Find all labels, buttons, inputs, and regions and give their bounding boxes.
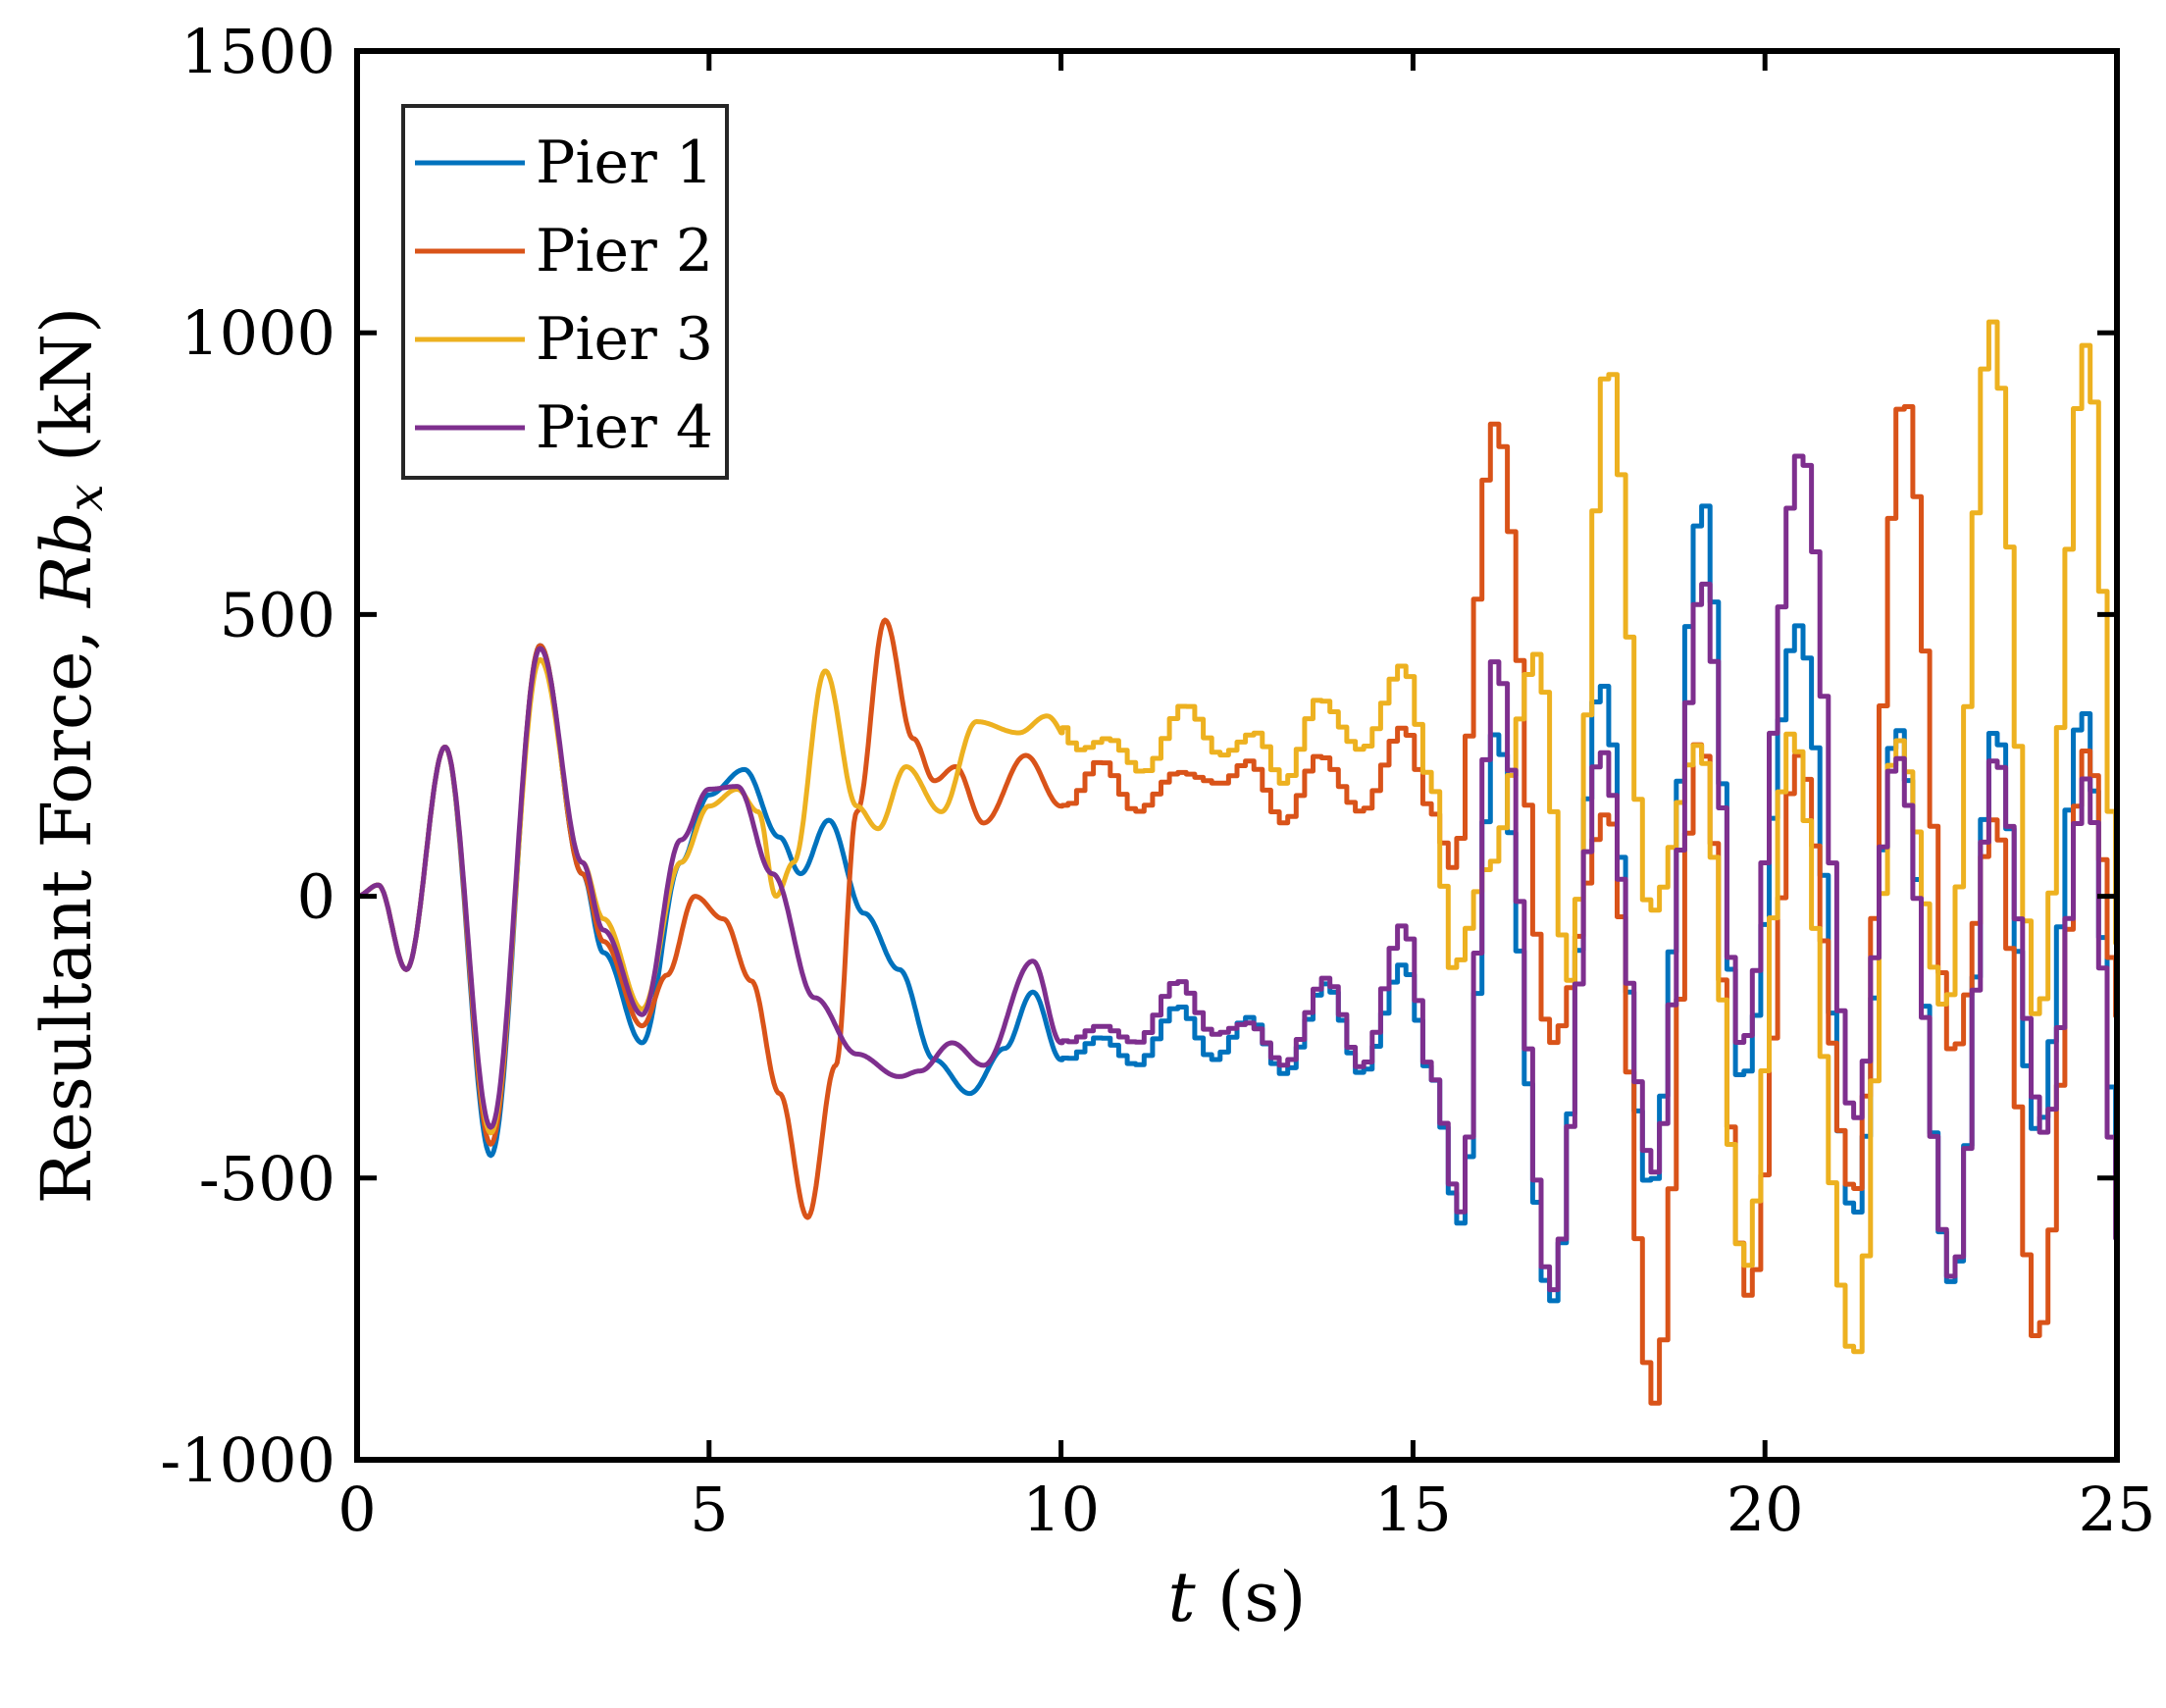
y-axis-title: Resultant Force, Rbx (kN) [26, 307, 114, 1205]
y-tick-label: 0 [297, 861, 335, 933]
x-tick-label: 15 [1374, 1474, 1452, 1545]
y-tick-label: 1000 [180, 297, 335, 369]
y-axis-unit: (kN) [26, 307, 107, 462]
x-tick-label: 20 [1727, 1474, 1804, 1545]
x-axis-unit: (s) [1217, 1557, 1307, 1637]
legend-box [401, 104, 729, 480]
series-line-pier-3 [357, 319, 2117, 1355]
x-axis-var: t [1168, 1557, 1197, 1637]
y-tick-label: -1000 [160, 1424, 335, 1496]
legend-label-pier-4: Pier 4 [536, 393, 713, 462]
y-axis-prefix: Resultant Force, [26, 607, 107, 1204]
tick-layer: 0 5 10 15 20 25 -1000 -500 0 500 1000 1500 [160, 16, 2155, 1545]
x-tick-label: 5 [690, 1474, 728, 1545]
y-axis-sub: x [57, 484, 114, 511]
x-tick-label: 10 [1022, 1474, 1100, 1545]
plot-frame [354, 48, 2120, 1463]
y-tick-label: 1500 [180, 16, 335, 87]
y-tick-label: -500 [199, 1143, 335, 1215]
legend-label-pier-3: Pier 3 [536, 305, 713, 374]
series-line-pier-2 [357, 404, 2117, 1406]
legend-label-pier-2: Pier 2 [536, 217, 713, 285]
series-line-pier-4 [357, 453, 2117, 1293]
x-tick-label: 0 [337, 1474, 376, 1545]
legend: Pier 1 Pier 2 Pier 3 Pier 4 [401, 104, 729, 480]
x-tick-label: 25 [2079, 1474, 2156, 1545]
y-axis-var: Rb [26, 511, 107, 609]
legend-label-pier-1: Pier 1 [536, 129, 713, 197]
series-layer [357, 319, 2117, 1406]
y-tick-label: 500 [220, 579, 335, 650]
x-axis-title: t (s) [1168, 1557, 1307, 1637]
